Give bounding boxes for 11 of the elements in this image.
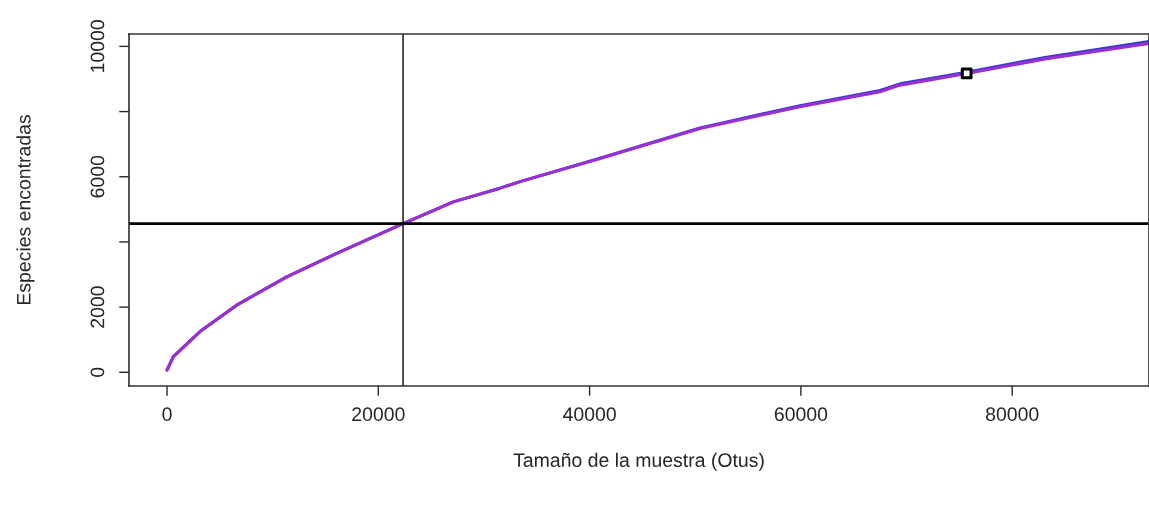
y-tick-label: 6000 [90,155,105,198]
x-tick-label: 0 [162,407,172,422]
y-tick-label: 2000 [90,286,105,328]
y-axis-title: Especies encontradas [16,115,35,305]
x-tick-label: 20000 [352,407,405,422]
x-tick-label: 80000 [986,407,1039,422]
y-tick-label: 0 [90,367,105,377]
x-tick-label: 60000 [774,407,828,422]
x-tick-label: 40000 [563,407,616,422]
y-tick-label: 10000 [90,20,105,72]
x-axis-title: Tamaño de la muestra (Otus) [513,452,764,471]
